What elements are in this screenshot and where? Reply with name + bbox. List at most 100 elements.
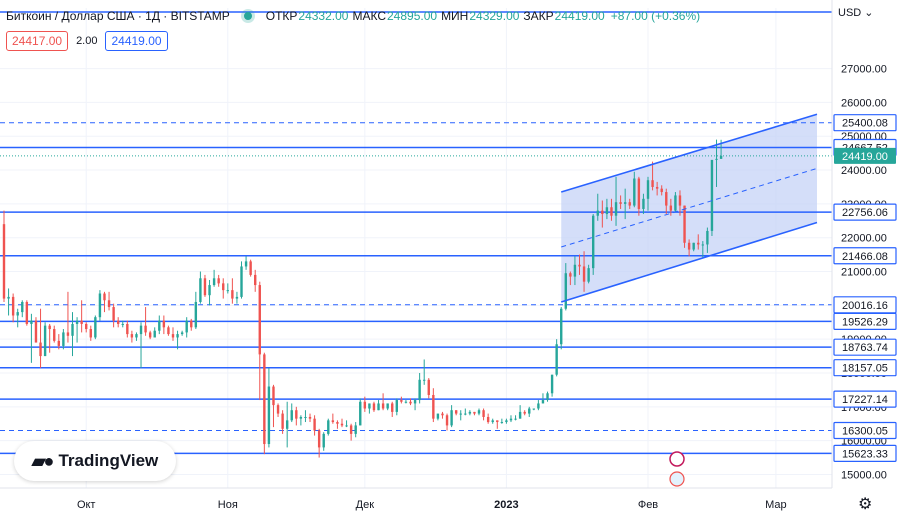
candle-body [308, 416, 312, 419]
sell-button[interactable]: 24417.00 [6, 31, 69, 51]
last-price-tag[interactable] [834, 147, 896, 164]
candle-body [359, 401, 362, 426]
candle-body [21, 301, 24, 313]
candle-body [381, 403, 385, 409]
candle-body [646, 180, 650, 199]
candle-body [578, 264, 581, 267]
candle-body [655, 186, 659, 189]
level-price-label: 22756.06 [842, 207, 888, 219]
candle-body [642, 198, 645, 209]
candle-body [391, 403, 394, 412]
level-price-label: 21466.08 [842, 251, 888, 263]
candle-body [674, 195, 677, 211]
chart-header: Биткоин / Доллар США · 1Д · BITSTAMP ОТК… [6, 6, 700, 26]
candle-body [651, 180, 654, 187]
candle-body [167, 327, 170, 335]
price-axis[interactable]: 15000.0016000.0017000.0018000.0019000.00… [831, 0, 900, 516]
level-price-tag[interactable] [833, 247, 897, 265]
candle-body [62, 332, 65, 346]
candle-body [441, 413, 444, 416]
candle-body [596, 210, 599, 216]
candle-body [432, 394, 435, 419]
candle-body [560, 308, 563, 345]
candle-body [454, 410, 458, 414]
candle-body [153, 330, 156, 338]
candle-body [194, 301, 198, 328]
candle-body [509, 418, 513, 421]
level-price-tag[interactable] [833, 114, 897, 132]
level-price-label: 25400.08 [842, 118, 888, 130]
level-price-tag[interactable] [833, 390, 897, 408]
candle-body [116, 320, 120, 324]
candle-body [541, 400, 545, 404]
level-price-label: 15623.33 [842, 448, 888, 460]
candle-body [258, 285, 261, 355]
channel-upper-line[interactable] [560, 113, 818, 193]
candle-body [57, 340, 61, 346]
high-label: МАКС [352, 9, 386, 23]
candle-body [496, 420, 499, 423]
level-price-tag[interactable] [833, 338, 897, 356]
candle-body [363, 401, 367, 409]
candle-body [16, 312, 19, 316]
market-status-icon [243, 12, 252, 20]
event-bolt-icon[interactable] [669, 451, 685, 467]
candle-body [180, 332, 184, 335]
candle-body [678, 195, 682, 206]
level-price-tag[interactable] [833, 296, 897, 314]
candle-body [587, 268, 590, 282]
close-value: 24419.00 [554, 9, 605, 23]
level-price-tag[interactable] [833, 203, 897, 221]
candle-body [112, 307, 115, 321]
candle-body [610, 207, 613, 216]
candle-body [299, 416, 303, 419]
candle-body [372, 403, 376, 411]
candle-body [43, 325, 47, 357]
low-label: МИН [441, 9, 469, 23]
level-price-label: 17227.14 [842, 394, 888, 406]
candle-body [263, 354, 266, 445]
candle-body [605, 207, 609, 215]
buy-button[interactable]: 24419.00 [105, 31, 168, 51]
us-flag-icon[interactable] [669, 471, 685, 487]
candle-body [185, 320, 188, 333]
candle-body [500, 422, 504, 424]
candle-body [254, 274, 257, 286]
candle-body [486, 416, 490, 423]
change-value: +87.00 (+0.36%) [610, 9, 701, 23]
candle-body [7, 296, 10, 299]
candle-body [48, 325, 51, 330]
level-price-tag[interactable] [833, 444, 897, 462]
candle-body [377, 403, 380, 411]
candles [2, 139, 723, 458]
candle-body [692, 242, 695, 250]
level-price-tag[interactable] [833, 359, 897, 377]
time-axis[interactable]: Окт Ноя Дек 2023 Фев Мар [0, 487, 832, 511]
candle-body [103, 293, 106, 301]
tradingview-logo[interactable]: ▰● TradingView [14, 441, 176, 481]
candle-body [290, 410, 293, 421]
candle-body [249, 261, 252, 275]
quote-panel: 24417.00 2.00 24419.00 [6, 31, 168, 51]
candle-body [482, 410, 485, 417]
candle-body [719, 155, 723, 159]
candle-body [11, 296, 15, 316]
candle-body [231, 290, 234, 299]
symbol-title[interactable]: Биткоин / Доллар США · 1Д · BITSTAMP [6, 9, 230, 23]
candle-body [413, 400, 417, 404]
open-value: 24332.00 [298, 9, 349, 23]
candle-body [368, 403, 371, 409]
channel-lower-line[interactable] [560, 221, 818, 303]
gear-icon[interactable]: ⚙ [858, 496, 873, 513]
candle-body [687, 242, 691, 250]
candle-body [235, 296, 239, 299]
candle-body [637, 178, 641, 209]
candle-body [409, 401, 412, 404]
candle-body [272, 386, 275, 406]
candle-body [94, 317, 97, 338]
level-price-tag[interactable] [833, 421, 897, 440]
currency-selector[interactable]: USD ⌄ [838, 6, 874, 19]
channel-lines[interactable] [560, 113, 818, 303]
candle-body [514, 418, 517, 420]
